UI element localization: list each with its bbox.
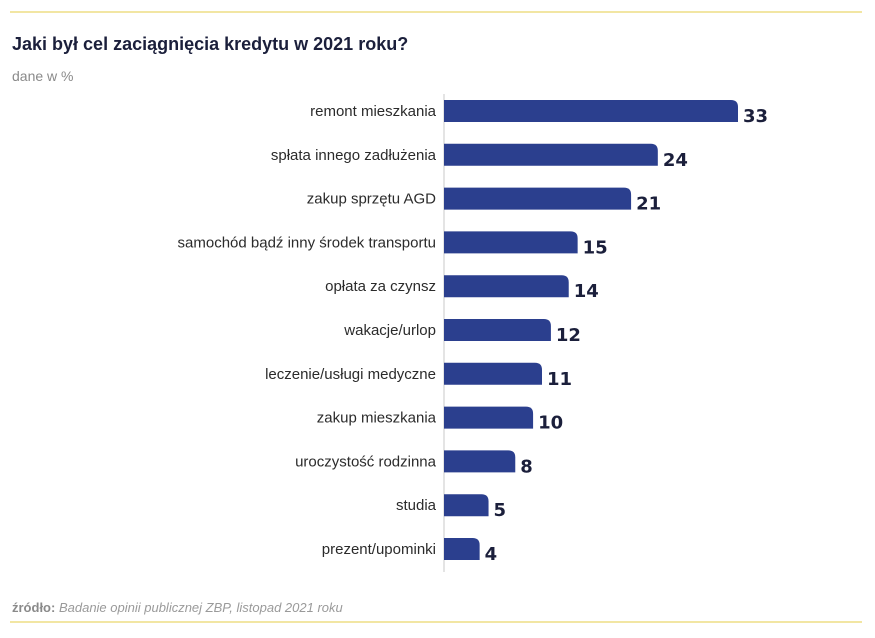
- category-label: spłata innego zadłużenia: [271, 147, 437, 164]
- bottom-accent-rule: [10, 621, 862, 623]
- bar: [444, 275, 569, 298]
- category-label: prezent/upominki: [322, 541, 436, 558]
- bar: [444, 231, 578, 254]
- bar: [444, 538, 480, 560]
- category-label: studia: [396, 497, 437, 514]
- value-label: 4: [485, 544, 498, 565]
- top-accent-rule: [10, 11, 862, 13]
- category-label: samochód bądź inny środek transportu: [178, 234, 436, 251]
- category-label: remont mieszkania: [310, 103, 437, 120]
- value-label: 10: [538, 413, 563, 434]
- category-label: zakup sprzętu AGD: [307, 191, 436, 208]
- category-label: leczenie/usługi medyczne: [265, 366, 436, 383]
- value-label: 21: [636, 194, 661, 215]
- value-label: 15: [583, 237, 608, 258]
- category-label: wakacje/urlop: [343, 322, 436, 339]
- value-label: 8: [520, 456, 533, 477]
- value-label: 14: [574, 281, 599, 302]
- bar: [444, 100, 738, 122]
- category-label: zakup mieszkania: [317, 410, 437, 427]
- category-label: uroczystość rodzinna: [295, 453, 437, 470]
- source-text: Badanie opinii publicznej ZBP, listopad …: [58, 600, 343, 615]
- bar: [444, 406, 534, 429]
- value-label: 24: [663, 150, 688, 171]
- chart-subtitle: dane w %: [12, 68, 74, 84]
- bar: [444, 494, 489, 517]
- chart-title: Jaki był cel zaciągnięcia kredytu w 2021…: [12, 34, 409, 54]
- value-label: 5: [494, 500, 507, 521]
- value-label: 12: [556, 325, 581, 346]
- source-note: źródło: Badanie opinii publicznej ZBP, l…: [12, 600, 343, 615]
- bar: [444, 450, 516, 473]
- bar: [444, 143, 658, 166]
- bar: [444, 187, 632, 210]
- source-label: źródło:: [12, 600, 56, 615]
- bar: [444, 362, 542, 385]
- value-label: 33: [743, 106, 768, 127]
- category-label: opłata za czynsz: [325, 278, 436, 295]
- value-label: 11: [547, 369, 572, 390]
- bar: [444, 319, 551, 341]
